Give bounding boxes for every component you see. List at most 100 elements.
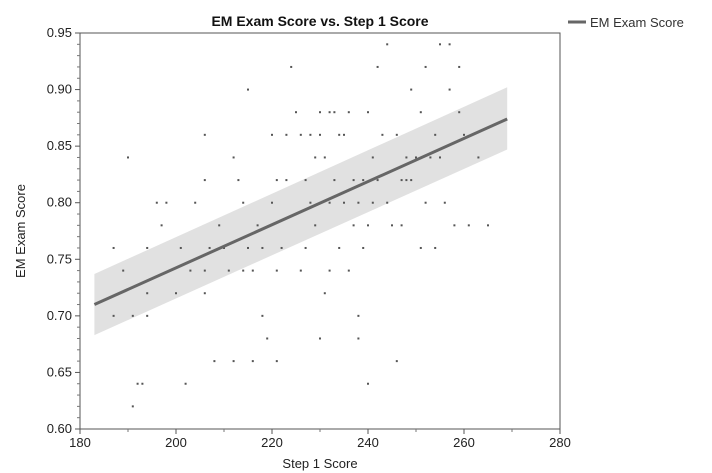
data-point (448, 43, 451, 46)
data-point (487, 224, 489, 227)
data-point (419, 246, 422, 249)
data-point (112, 314, 115, 317)
y-tick-label: 0.90 (47, 82, 72, 97)
data-point (194, 201, 197, 204)
data-point (328, 269, 331, 272)
data-point (175, 292, 177, 295)
points-layer (112, 43, 489, 408)
data-point (271, 201, 273, 204)
data-point (405, 179, 408, 182)
y-axis-title: EM Exam Score (13, 184, 28, 278)
data-point (395, 360, 398, 363)
data-point (189, 269, 192, 272)
plot-area (79, 32, 561, 430)
data-point (285, 179, 288, 182)
data-point (367, 382, 369, 385)
data-point (203, 269, 206, 272)
data-point (415, 156, 417, 159)
x-tick-label: 220 (261, 435, 283, 450)
data-point (299, 269, 302, 272)
data-point (223, 246, 225, 249)
data-point (443, 201, 446, 204)
y-axis: 0.60 0.65 0.70 0.75 0.80 0.85 0.90 0.95 (47, 25, 80, 436)
data-point (410, 179, 413, 182)
data-point (247, 246, 249, 249)
data-point (299, 133, 302, 136)
data-point (477, 156, 480, 159)
x-tick-label: 240 (357, 435, 379, 450)
data-point (218, 224, 221, 227)
data-point (343, 201, 345, 204)
data-point (290, 65, 293, 68)
data-point (295, 111, 297, 114)
data-point (467, 224, 470, 227)
data-point (424, 201, 427, 204)
data-point (232, 360, 235, 363)
data-point (309, 133, 312, 136)
data-point (155, 201, 158, 204)
data-point (242, 201, 245, 204)
data-point (146, 314, 149, 317)
y-tick-label: 0.95 (47, 25, 72, 40)
legend: EM Exam Score (568, 15, 684, 30)
data-point (304, 246, 307, 249)
data-point (203, 179, 206, 182)
data-point (434, 246, 437, 249)
data-point (314, 224, 317, 227)
y-tick-label: 0.70 (47, 308, 72, 323)
data-point (131, 405, 134, 408)
data-point (285, 133, 288, 136)
data-point (400, 224, 403, 227)
x-axis-title: Step 1 Score (282, 456, 357, 471)
data-point (357, 314, 360, 317)
x-tick-label: 200 (165, 435, 187, 450)
data-point (386, 201, 389, 204)
data-point (247, 88, 249, 91)
data-point (376, 65, 379, 68)
data-point (386, 43, 389, 46)
data-point (319, 111, 321, 114)
data-point (146, 246, 149, 249)
data-point (333, 111, 336, 114)
data-point (381, 133, 384, 136)
y-tick-label: 0.85 (47, 138, 72, 153)
data-point (376, 179, 379, 182)
data-point (323, 292, 326, 295)
data-point (266, 337, 269, 340)
data-point (400, 179, 403, 182)
data-point (405, 156, 408, 159)
data-point (122, 269, 125, 272)
chart-title: EM Exam Score vs. Step 1 Score (211, 13, 428, 29)
data-point (203, 133, 206, 136)
data-point (395, 133, 398, 136)
data-point (367, 224, 369, 227)
data-point (338, 133, 341, 136)
data-point (232, 156, 235, 159)
data-point (357, 201, 360, 204)
data-point (304, 179, 307, 182)
data-point (319, 337, 321, 340)
data-point (237, 179, 240, 182)
data-point (347, 269, 350, 272)
data-point (367, 111, 369, 114)
data-point (323, 156, 326, 159)
data-point (362, 246, 365, 249)
data-point (439, 156, 441, 159)
data-point (271, 133, 273, 136)
data-point (213, 360, 216, 363)
data-point (458, 65, 461, 68)
y-tick-label: 0.80 (47, 195, 72, 210)
data-point (242, 269, 245, 272)
regression-line (93, 117, 508, 306)
data-point (463, 133, 465, 136)
data-point (448, 88, 451, 91)
data-point (357, 337, 360, 340)
data-point (362, 179, 365, 182)
data-point (309, 201, 312, 204)
data-point (160, 224, 163, 227)
y-tick-label: 0.60 (47, 421, 72, 436)
data-point (261, 314, 264, 317)
data-point (203, 292, 206, 295)
data-point (275, 179, 278, 182)
